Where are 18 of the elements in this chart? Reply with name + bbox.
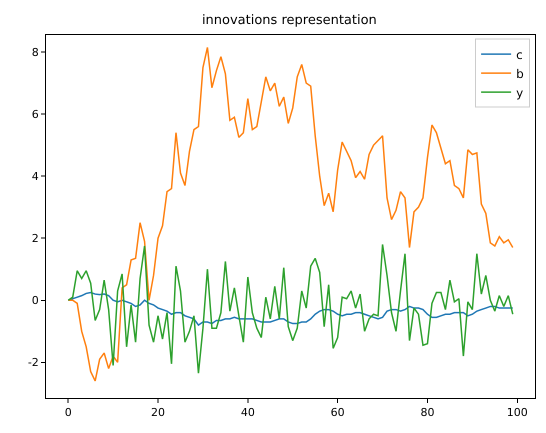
y-tick-label: 8 (32, 46, 39, 59)
x-tick-label: 40 (240, 406, 255, 420)
x-tick-label: 20 (151, 406, 166, 420)
legend-label: c (516, 48, 523, 62)
y-tick-label: -2 (28, 356, 39, 370)
line-series (67, 244, 514, 374)
line-series (67, 46, 514, 382)
x-tick-label: 60 (330, 406, 345, 420)
legend-label: b (516, 66, 524, 81)
chart-title: innovations representation (202, 13, 377, 28)
y-tick-label: 4 (32, 170, 39, 184)
legend-label: y (516, 86, 524, 100)
x-tick-label: 0 (64, 406, 72, 420)
y-tick-label: 0 (32, 294, 39, 308)
y-tick-label: 2 (32, 232, 39, 246)
x-tick-label: 100 (506, 406, 528, 420)
x-tick-label: 80 (420, 406, 434, 420)
y-tick-label: 6 (32, 108, 39, 121)
